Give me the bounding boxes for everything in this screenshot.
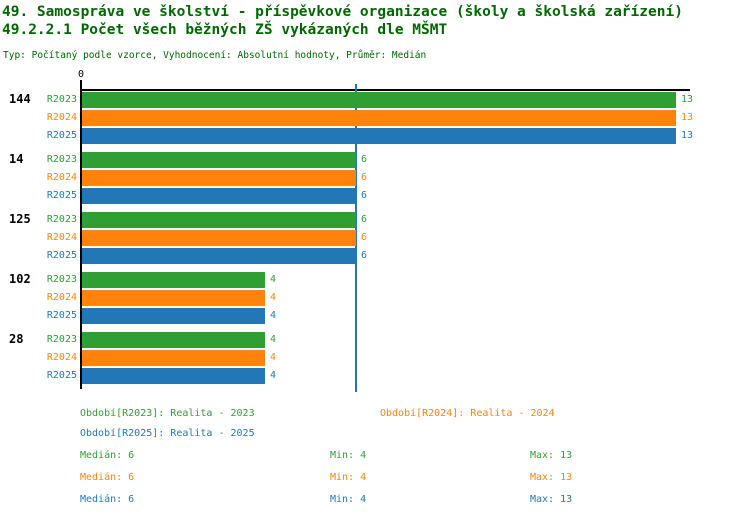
category-label: 125: [9, 212, 31, 226]
category-label: 28: [9, 332, 24, 346]
bar-r2024: [82, 350, 265, 366]
series-label-r2024: R2024: [46, 172, 77, 183]
series-label-r2023: R2023: [46, 94, 77, 105]
bar-value-label: 13: [681, 112, 694, 123]
legend-item-r2023: Období[R2023]: Realita - 2023: [80, 408, 255, 419]
bar-value-label: 13: [681, 94, 694, 105]
bar-r2023: [82, 332, 265, 348]
bar-r2025: [82, 308, 265, 324]
bar-value-label: 4: [270, 310, 277, 321]
bar-value-label: 6: [361, 172, 368, 183]
series-label-r2024: R2024: [46, 352, 77, 363]
bar-r2024: [82, 170, 356, 186]
bar-r2023: [82, 212, 356, 228]
bar-value-label: 6: [361, 214, 368, 225]
bar-value-label: 6: [361, 250, 368, 261]
x-axis-zero-tick-label: 0: [77, 69, 85, 80]
bar-value-label: 13: [681, 130, 694, 141]
bar-value-label: 4: [270, 274, 277, 285]
stat-median-r2024: Medián: 6: [80, 472, 135, 483]
series-label-r2024: R2024: [46, 112, 77, 123]
series-label-r2024: R2024: [46, 232, 77, 243]
series-label-r2023: R2023: [46, 334, 77, 345]
report-title-line2: 49.2.2.1 Počet všech běžných ZŠ vykázaný…: [2, 22, 448, 38]
bar-value-label: 6: [361, 190, 368, 201]
bar-value-label: 6: [361, 154, 368, 165]
bar-r2023: [82, 152, 356, 168]
x-axis-line: [82, 89, 690, 91]
stat-min-r2023: Min: 4: [330, 450, 367, 461]
stat-max-r2023: Max: 13: [530, 450, 573, 461]
stat-max-r2025: Max: 13: [530, 494, 573, 505]
bar-value-label: 4: [270, 334, 277, 345]
y-axis-line: [80, 84, 82, 389]
bar-r2024: [82, 230, 356, 246]
series-label-r2023: R2023: [46, 214, 77, 225]
series-label-r2025: R2025: [46, 130, 77, 141]
bar-value-label: 6: [361, 232, 368, 243]
report-title-line1: 49. Samospráva ve školství - příspěvkové…: [2, 4, 683, 20]
category-label: 14: [9, 152, 24, 166]
series-label-r2025: R2025: [46, 190, 77, 201]
bar-r2025: [82, 248, 356, 264]
category-label: 144: [9, 92, 31, 106]
bar-r2025: [82, 368, 265, 384]
stat-median-r2023: Medián: 6: [80, 450, 135, 461]
median-marker-line: [355, 84, 357, 392]
bar-r2023: [82, 92, 676, 108]
bar-value-label: 4: [270, 352, 277, 363]
legend-item-r2025: Období[R2025]: Realita - 2025: [80, 428, 255, 439]
series-label-r2025: R2025: [46, 250, 77, 261]
series-label-r2023: R2023: [46, 154, 77, 165]
bar-r2025: [82, 128, 676, 144]
bar-value-label: 4: [270, 370, 277, 381]
series-label-r2023: R2023: [46, 274, 77, 285]
legend-item-r2024: Období[R2024]: Realita - 2024: [380, 408, 555, 419]
series-label-r2025: R2025: [46, 370, 77, 381]
series-label-r2024: R2024: [46, 292, 77, 303]
stat-max-r2024: Max: 13: [530, 472, 573, 483]
category-label: 102: [9, 272, 31, 286]
bar-r2024: [82, 290, 265, 306]
stat-min-r2025: Min: 4: [330, 494, 367, 505]
stat-median-r2025: Medián: 6: [80, 494, 135, 505]
series-label-r2025: R2025: [46, 310, 77, 321]
bar-r2023: [82, 272, 265, 288]
bar-r2024: [82, 110, 676, 126]
report-meta-line: Typ: Počítaný podle vzorce, Vyhodnocení:…: [3, 50, 427, 61]
stat-min-r2024: Min: 4: [330, 472, 367, 483]
bar-r2025: [82, 188, 356, 204]
bar-value-label: 4: [270, 292, 277, 303]
